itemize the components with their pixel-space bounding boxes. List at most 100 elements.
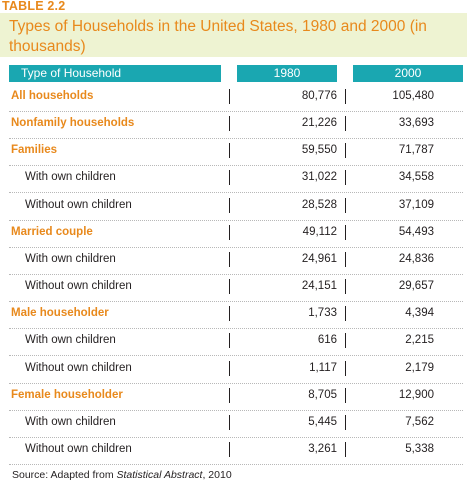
cell-1980: 31,022 (301, 171, 337, 183)
row-divider (9, 437, 463, 438)
cell-2000: 4,394 (405, 307, 434, 319)
cell-2000: 5,338 (405, 443, 434, 455)
table-row: Female householder 8,705 12,900 (0, 383, 467, 410)
cell-1980: 1,117 (309, 362, 337, 374)
cell-2000: 12,900 (398, 389, 434, 401)
table-row: Families 59,550 71,787 (0, 138, 467, 165)
table-label: TABLE 2.2 (2, 0, 66, 13)
row-label: Male householder (11, 307, 109, 319)
column-divider (345, 116, 346, 131)
row-label: All households (11, 90, 94, 102)
row-label: With own children (25, 171, 116, 183)
row-divider (9, 165, 463, 166)
source-work: Statistical Abstract (116, 469, 203, 481)
table-row: All households 80,776 105,480 (0, 84, 467, 111)
column-divider (229, 198, 230, 213)
source-suffix: , 2010 (202, 469, 232, 481)
cell-2000: 34,558 (398, 171, 434, 183)
table-row: Without own children 24,151 29,657 (0, 274, 467, 301)
column-divider (345, 306, 346, 321)
cell-1980: 24,961 (301, 253, 337, 265)
cell-2000: 2,215 (405, 334, 434, 346)
table-row: With own children 24,961 24,836 (0, 247, 467, 274)
row-divider (9, 328, 463, 329)
table-row: Male householder 1,733 4,394 (0, 301, 467, 328)
cell-1980: 21,226 (301, 117, 337, 129)
table-title: Types of Households in the United States… (9, 18, 427, 55)
row-label: Without own children (25, 362, 132, 374)
cell-2000: 7,562 (405, 416, 434, 428)
table-row: Nonfamily households 21,226 33,693 (0, 111, 467, 138)
cell-2000: 105,480 (392, 90, 434, 102)
column-divider (345, 225, 346, 240)
column-divider (229, 279, 230, 294)
table-row: Without own children 3,261 5,338 (0, 437, 467, 464)
table-row: With own children 616 2,215 (0, 328, 467, 355)
column-divider (229, 306, 230, 321)
column-divider (229, 170, 230, 185)
column-divider (345, 388, 346, 403)
column-divider (229, 116, 230, 131)
column-divider (345, 333, 346, 348)
source-note: Source: Adapted from Statistical Abstrac… (12, 469, 232, 481)
cell-2000: 33,693 (398, 117, 434, 129)
cell-1980: 24,151 (301, 280, 337, 292)
row-divider (9, 301, 463, 302)
column-divider (229, 388, 230, 403)
row-divider (9, 111, 463, 112)
row-label: Female householder (11, 389, 123, 401)
column-divider (345, 361, 346, 376)
table-row: With own children 5,445 7,562 (0, 410, 467, 437)
row-label: Without own children (25, 280, 132, 292)
column-divider (229, 361, 230, 376)
row-label: With own children (25, 334, 116, 346)
row-divider (9, 355, 463, 356)
cell-2000: 2,179 (405, 362, 434, 374)
row-label: Married couple (11, 226, 93, 238)
row-divider (9, 383, 463, 384)
table-row: Married couple 49,112 54,493 (0, 220, 467, 247)
row-label: Without own children (25, 443, 132, 455)
cell-1980: 616 (317, 334, 337, 346)
row-label: Families (11, 144, 58, 156)
cell-1980: 1,733 (308, 307, 337, 319)
table-row: Without own children 28,528 37,109 (0, 193, 467, 220)
column-divider (229, 442, 230, 457)
cell-2000: 71,787 (398, 144, 434, 156)
cell-2000: 29,657 (398, 280, 434, 292)
source-prefix: Source: Adapted from (12, 469, 117, 481)
cell-1980: 49,112 (302, 226, 337, 238)
cell-1980: 5,445 (308, 416, 337, 428)
column-divider (229, 143, 230, 158)
title-band: Types of Households in the United States… (0, 13, 467, 57)
row-divider (9, 464, 463, 465)
row-label: With own children (25, 416, 116, 428)
column-header-type: Type of Household (9, 65, 221, 82)
row-label: Nonfamily households (11, 117, 135, 129)
row-divider (9, 274, 463, 275)
row-divider (9, 410, 463, 411)
row-divider (9, 138, 463, 139)
row-label: Without own children (25, 199, 132, 211)
column-divider (345, 89, 346, 104)
cell-1980: 3,261 (308, 443, 337, 455)
column-header-2000: 2000 (353, 65, 463, 82)
column-divider (345, 442, 346, 457)
cell-2000: 24,836 (398, 253, 434, 265)
column-divider (345, 198, 346, 213)
column-divider (345, 415, 346, 430)
column-divider (229, 225, 230, 240)
column-divider (229, 415, 230, 430)
column-header-1980: 1980 (237, 65, 337, 82)
column-divider (345, 279, 346, 294)
column-divider (345, 170, 346, 185)
column-divider (229, 89, 230, 104)
cell-1980: 8,705 (308, 389, 337, 401)
table-row: Without own children 1,117 2,179 (0, 356, 467, 383)
row-label: With own children (25, 253, 116, 265)
cell-1980: 28,528 (301, 199, 337, 211)
row-divider (9, 192, 463, 193)
column-divider (229, 252, 230, 267)
cell-2000: 37,109 (398, 199, 434, 211)
table-row: With own children 31,022 34,558 (0, 165, 467, 192)
